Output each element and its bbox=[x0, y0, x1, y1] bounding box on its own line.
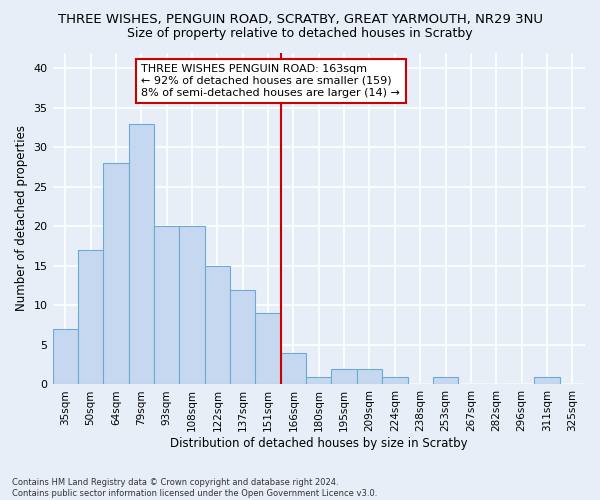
Bar bbox=[331, 368, 357, 384]
Bar bbox=[534, 376, 560, 384]
Bar bbox=[53, 329, 78, 384]
Text: THREE WISHES, PENGUIN ROAD, SCRATBY, GREAT YARMOUTH, NR29 3NU: THREE WISHES, PENGUIN ROAD, SCRATBY, GRE… bbox=[58, 12, 542, 26]
Bar bbox=[154, 226, 179, 384]
Bar bbox=[306, 376, 331, 384]
Bar bbox=[205, 266, 230, 384]
Text: THREE WISHES PENGUIN ROAD: 163sqm
← 92% of detached houses are smaller (159)
8% : THREE WISHES PENGUIN ROAD: 163sqm ← 92% … bbox=[141, 64, 400, 98]
Bar bbox=[78, 250, 103, 384]
Bar bbox=[103, 163, 128, 384]
Bar bbox=[357, 368, 382, 384]
Bar bbox=[382, 376, 407, 384]
Bar bbox=[179, 226, 205, 384]
Y-axis label: Number of detached properties: Number of detached properties bbox=[15, 126, 28, 312]
Text: Size of property relative to detached houses in Scratby: Size of property relative to detached ho… bbox=[127, 28, 473, 40]
Bar bbox=[281, 353, 306, 384]
Bar bbox=[230, 290, 256, 384]
Text: Contains HM Land Registry data © Crown copyright and database right 2024.
Contai: Contains HM Land Registry data © Crown c… bbox=[12, 478, 377, 498]
Bar bbox=[128, 124, 154, 384]
X-axis label: Distribution of detached houses by size in Scratby: Distribution of detached houses by size … bbox=[170, 437, 467, 450]
Bar bbox=[256, 314, 281, 384]
Bar bbox=[433, 376, 458, 384]
